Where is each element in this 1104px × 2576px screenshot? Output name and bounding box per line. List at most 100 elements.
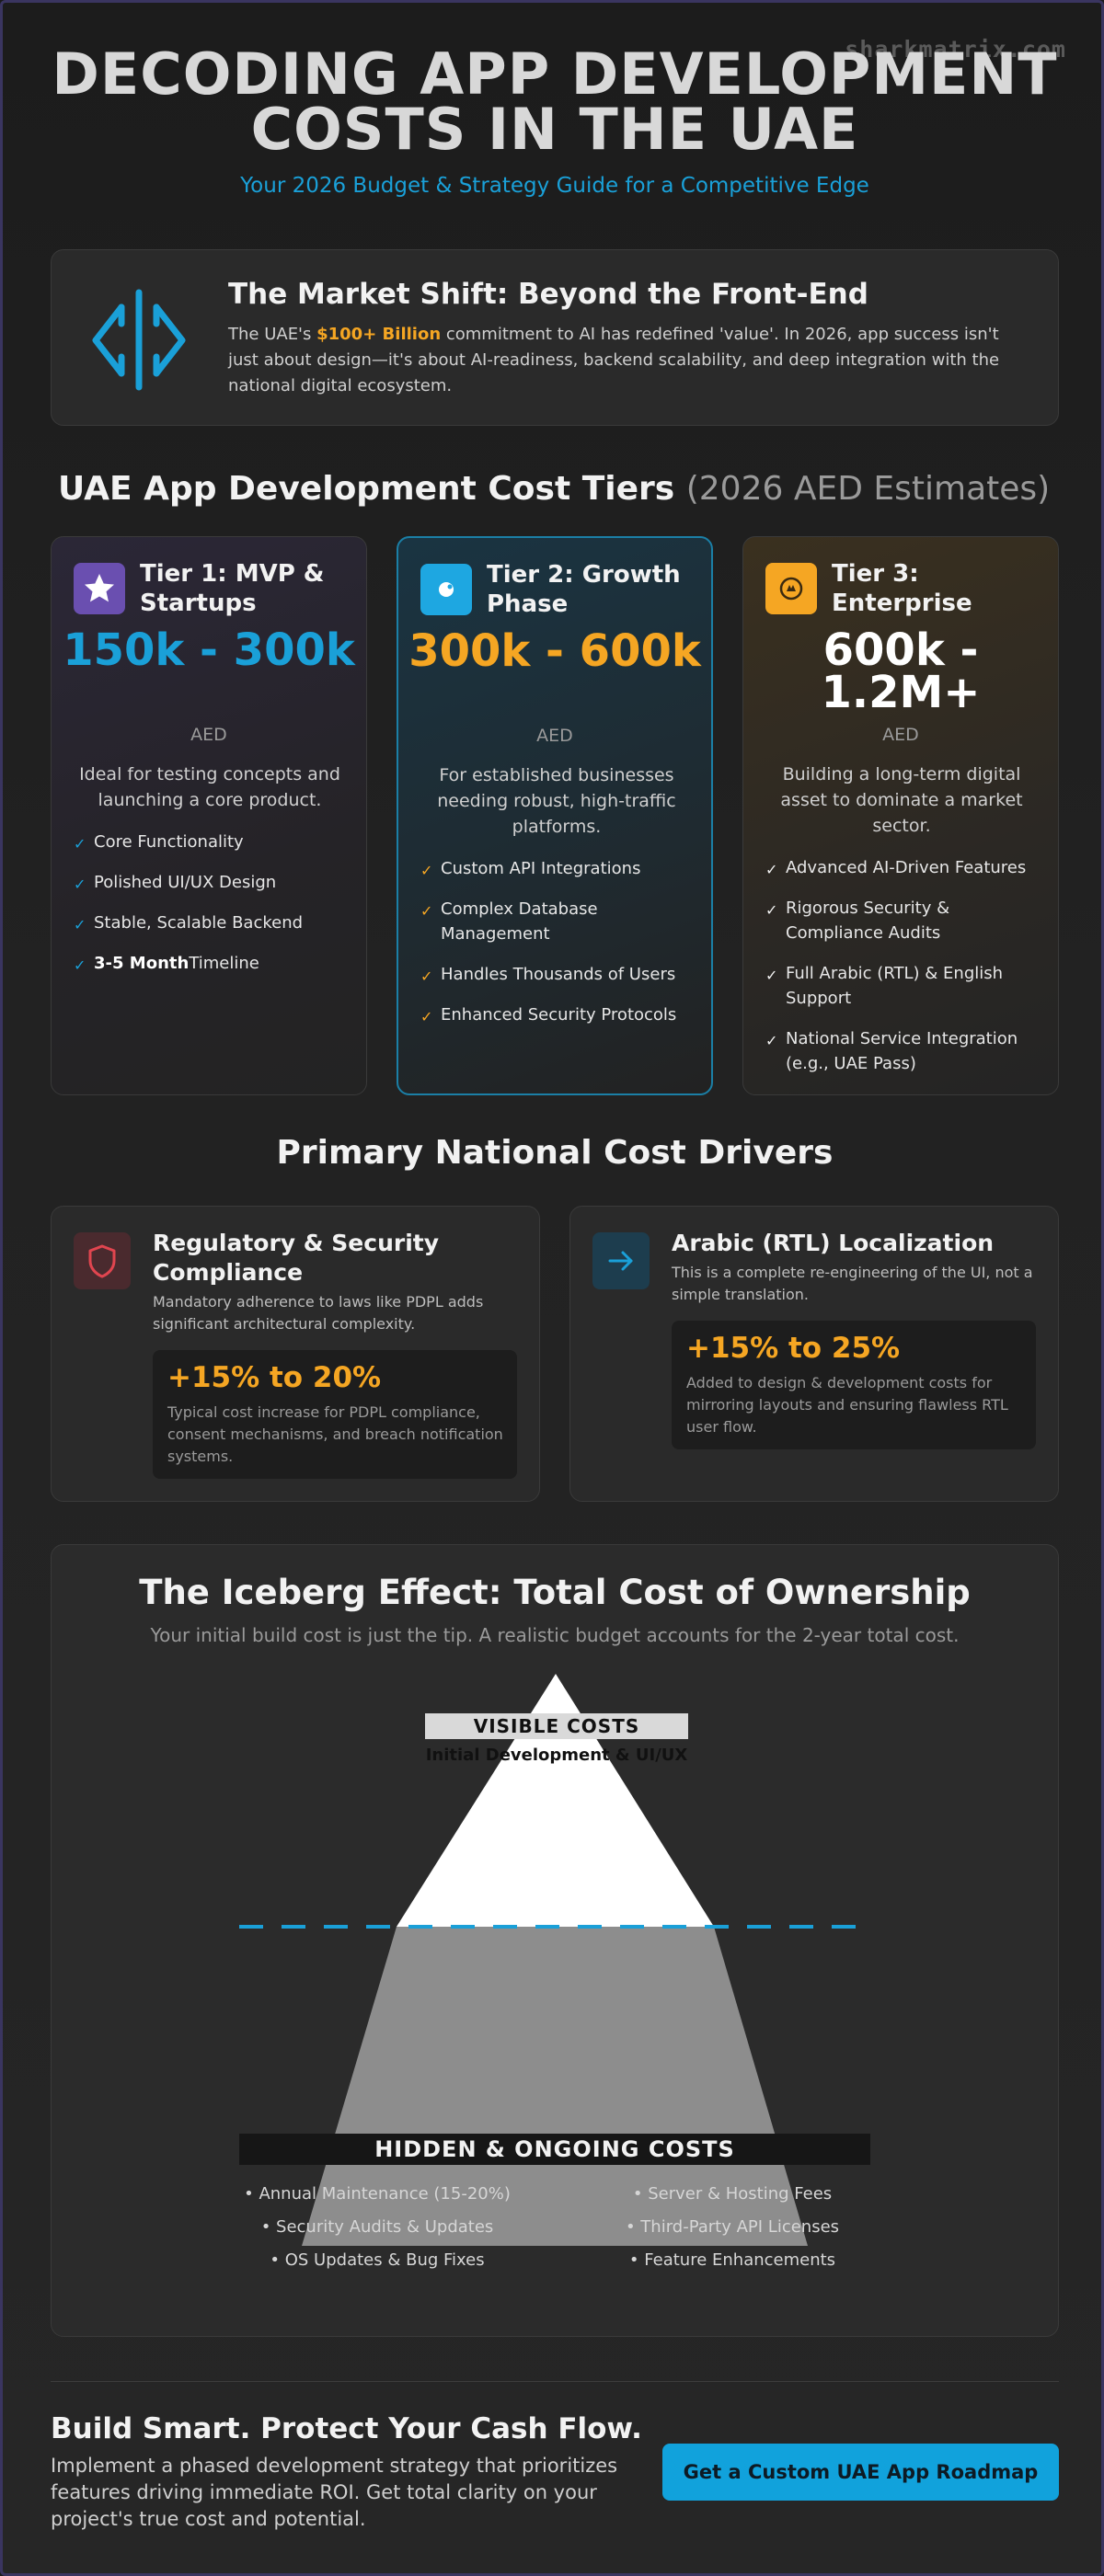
driver-impact: +15% to 20% — [167, 1361, 382, 1394]
hidden-cost-item: • Feature Enhancements — [628, 2250, 836, 2270]
check-icon: ✓ — [765, 1032, 778, 1049]
driver-impact-box: +15% to 20% Typical cost increase for PD… — [153, 1350, 517, 1479]
check-icon: ✓ — [420, 902, 433, 920]
rocket-icon — [420, 564, 472, 615]
tier-feature: ✓ Handles Thousands of Users — [420, 962, 696, 987]
check-icon: ✓ — [420, 862, 433, 879]
tier-feature: ✓ National Service Integration (e.g., UAE… — [765, 1026, 1041, 1076]
tier-description: Building a long-term digital asset to do… — [780, 764, 1023, 836]
hidden-cost-item: • Annual Maintenance (15-20%) — [244, 2184, 511, 2204]
market-shift-text: The UAE's $100+ Billion commitment to AI… — [228, 322, 1019, 399]
tier-description: Ideal for testing concepts and launching… — [79, 764, 340, 810]
cta-description: Implement a phased development strategy … — [51, 2455, 618, 2530]
tier-name: Tier 3: Enterprise — [832, 560, 972, 617]
footer-divider — [51, 2381, 1059, 2382]
tier-price: 300k - 600k — [408, 625, 701, 677]
tier-feature-list: ✓ Advanced AI-Driven Features ✓ Rigorous S… — [765, 855, 1041, 1092]
feature-label: Polished UI/UX Design — [94, 873, 277, 892]
hidden-cost-item: • OS Updates & Bug Fixes — [270, 2250, 485, 2270]
tier-price: 150k - 300k — [63, 624, 355, 676]
tier-feature: ✓ Rigorous Security & Compliance Audits — [765, 896, 1041, 945]
feature-label: Core Functionality — [94, 832, 244, 852]
feature-label: National Service Integration (e.g., UAE … — [786, 1029, 1018, 1073]
tier-feature: ✓ Core Functionality — [74, 830, 350, 854]
tier-feature: ✓ Complex Database Management — [420, 897, 696, 946]
split-code-icon — [92, 289, 186, 391]
tier-feature-list: ✓ Core Functionality ✓ Polished UI/UX Desi… — [74, 830, 350, 991]
tier-card-enterprise: Tier 3: Enterprise 600k - 1.2M+ AED Buil… — [742, 536, 1059, 1095]
check-icon: ✓ — [74, 916, 86, 933]
tier-feature: ✓ Stable, Scalable Backend — [74, 910, 350, 935]
tier-name: Tier 1: MVP & Startups — [140, 560, 325, 617]
visible-costs-sublabel: Initial Development & UI/UX — [425, 1746, 688, 1765]
check-icon: ✓ — [420, 1008, 433, 1025]
driver-title: Arabic (RTL) Localization — [672, 1230, 995, 1256]
feature-label: Stable, Scalable Backend — [94, 913, 304, 933]
check-icon: ✓ — [74, 956, 86, 974]
timeline-bold: 3-5 Month — [94, 954, 190, 973]
feature-label: Complex Database Management — [441, 899, 598, 944]
market-shift-highlight: $100+ Billion — [316, 325, 442, 344]
check-icon: ✓ — [420, 967, 433, 985]
get-roadmap-button[interactable]: Get a Custom UAE App Roadmap — [662, 2444, 1059, 2501]
hidden-costs-list-left: • Annual Maintenance (15-20%) • Security… — [239, 2178, 515, 2277]
tier-currency: AED — [536, 726, 573, 746]
iceberg-diagram — [239, 1674, 870, 2246]
iceberg-subtitle: Your initial build cost is just the tip.… — [150, 1624, 960, 1646]
check-icon: ✓ — [765, 901, 778, 919]
driver-card-localization: Arabic (RTL) Localization This is a comp… — [569, 1206, 1059, 1502]
cta-title: Build Smart. Protect Your Cash Flow. — [51, 2412, 642, 2445]
tier-name: Tier 2: Growth Phase — [487, 561, 681, 618]
drivers-section-title: Primary National Cost Drivers — [276, 1134, 834, 1172]
check-icon: ✓ — [74, 876, 86, 893]
watermark: sharkmatrix.com — [845, 36, 1066, 63]
page-subtitle: Your 2026 Budget & Strategy Guide for a … — [240, 174, 869, 198]
timeline-rest: Timeline — [189, 954, 259, 973]
check-icon: ✓ — [765, 861, 778, 878]
page-title: DECODING APP DEVELOPMENT COSTS IN THE UA… — [52, 40, 1058, 163]
driver-impact: +15% to 25% — [686, 1332, 901, 1365]
tiers-title-suffix: (2026 AED Estimates) — [685, 470, 1051, 508]
tier-feature: ✓ Full Arabic (RTL) & English Support — [765, 961, 1041, 1011]
feature-label: Custom API Integrations — [441, 859, 641, 878]
tier-feature: ✓ Custom API Integrations — [420, 856, 696, 881]
driver-impact-description: Typical cost increase for PDPL complianc… — [167, 1403, 503, 1465]
market-shift-card: The Market Shift: Beyond the Front-End T… — [51, 249, 1059, 426]
arrow-right-icon — [592, 1232, 650, 1289]
driver-description: This is a complete re-engineering of the… — [672, 1264, 1033, 1303]
driver-impact-description: Added to design & development costs for … — [686, 1374, 1008, 1436]
iceberg-tip — [397, 1674, 714, 1927]
driver-description: Mandatory adherence to laws like PDPL ad… — [153, 1293, 484, 1333]
check-icon: ✓ — [74, 835, 86, 853]
feature-label: Enhanced Security Protocols — [441, 1005, 677, 1025]
feature-label: Rigorous Security & Compliance Audits — [786, 899, 950, 943]
hidden-cost-item: • Security Audits & Updates — [260, 2217, 494, 2237]
tier-feature: ✓ Enhanced Security Protocols — [420, 1002, 696, 1027]
driver-impact-box: +15% to 25% Added to design & developmen… — [672, 1321, 1036, 1449]
tier-currency: AED — [882, 725, 919, 745]
tier-feature-list: ✓ Custom API Integrations ✓ Complex Databa… — [420, 856, 696, 1043]
tiers-section-title: UAE App Development Cost Tiers (2026 AED… — [58, 470, 1050, 508]
tier-feature: ✓ Polished UI/UX Design — [74, 870, 350, 895]
hidden-costs-list-right: • Server & Hosting Fees • Third-Party AP… — [594, 2178, 870, 2277]
market-shift-text-start: The UAE's — [228, 325, 317, 344]
iceberg-submerged — [302, 1927, 808, 2246]
tier-currency: AED — [190, 725, 227, 745]
check-icon: ✓ — [765, 967, 778, 984]
visible-costs-label: VISIBLE COSTS — [425, 1713, 688, 1739]
shield-icon — [74, 1232, 131, 1289]
driver-title: Regulatory & Security Compliance — [153, 1230, 440, 1286]
iceberg-title: The Iceberg Effect: Total Cost of Owners… — [139, 1573, 971, 1612]
hidden-cost-item: • Server & Hosting Fees — [632, 2184, 833, 2204]
hidden-costs-label: HIDDEN & ONGOING COSTS — [239, 2134, 870, 2165]
driver-card-compliance: Regulatory & Security Compliance Mandato… — [51, 1206, 540, 1502]
tiers-title-main: UAE App Development Cost Tiers — [58, 470, 675, 508]
market-shift-title: The Market Shift: Beyond the Front-End — [228, 278, 868, 311]
tier-feature-timeline: ✓ 3-5 MonthTimeline — [74, 951, 350, 976]
tier-card-growth: Tier 2: Growth Phase 300k - 600k AED For… — [397, 536, 713, 1095]
market-shift-text-end: commitment to AI has redefined 'value'. … — [228, 325, 1000, 395]
feature-label: Advanced AI-Driven Features — [786, 858, 1027, 877]
feature-label: Handles Thousands of Users — [441, 965, 676, 984]
iceberg-card: The Iceberg Effect: Total Cost of Owners… — [51, 1544, 1059, 2337]
